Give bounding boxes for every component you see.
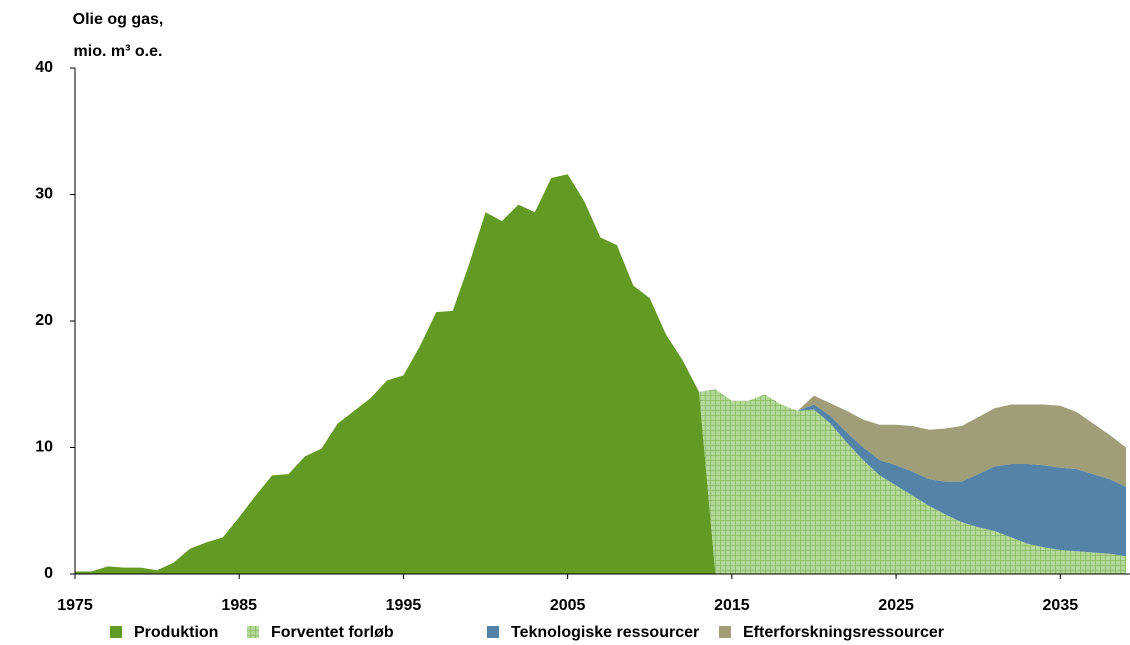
- x-tick-label: 1995: [386, 597, 422, 614]
- y-axis-label: Olie og gas,: [73, 11, 164, 28]
- x-tick-label: 1985: [221, 597, 257, 614]
- legend-swatch: [110, 626, 122, 638]
- y-tick-label: 0: [44, 565, 53, 582]
- legend-label: Efterforskningsressourcer: [743, 624, 944, 641]
- y-tick-label: 40: [35, 59, 53, 76]
- legend-swatch: [719, 626, 731, 638]
- x-tick-label: 2005: [550, 597, 586, 614]
- x-tick-label: 2035: [1043, 597, 1079, 614]
- area: [75, 174, 716, 574]
- area: [797, 395, 1126, 487]
- y-axis-label: mio. m³ o.e.: [74, 43, 163, 60]
- y-tick-label: 10: [35, 439, 53, 456]
- legend-label: Produktion: [134, 624, 218, 641]
- x-tick-label: 2015: [714, 597, 750, 614]
- legend-swatch: [487, 626, 499, 638]
- y-tick-label: 20: [35, 312, 53, 329]
- legend-label: Teknologiske ressourcer: [511, 624, 699, 641]
- legend-label: Forventet forløb: [271, 624, 394, 641]
- x-tick-label: 2025: [878, 597, 914, 614]
- area: [797, 404, 1126, 557]
- legend-swatch: [247, 626, 259, 638]
- x-tick-label: 1975: [57, 597, 93, 614]
- y-tick-label: 30: [35, 186, 53, 203]
- area: [699, 389, 1126, 574]
